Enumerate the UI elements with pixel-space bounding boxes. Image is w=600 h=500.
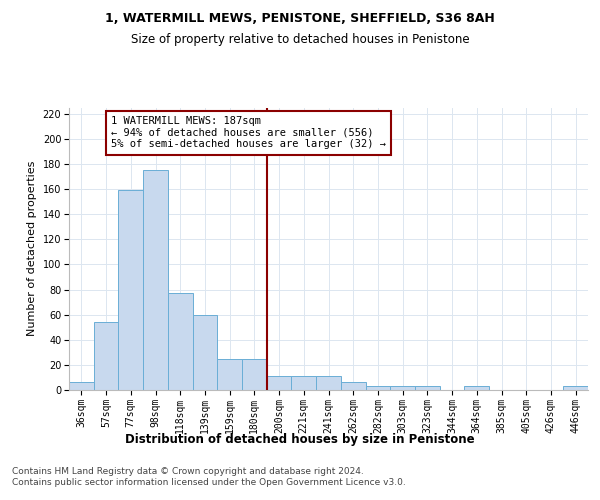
Bar [193,314,217,390]
Bar [69,382,94,390]
Bar [341,382,365,390]
Bar [365,386,390,390]
Bar [415,386,440,390]
Bar [316,376,341,390]
Bar [143,170,168,390]
Text: Distribution of detached houses by size in Penistone: Distribution of detached houses by size … [125,432,475,446]
Bar [390,386,415,390]
Y-axis label: Number of detached properties: Number of detached properties [27,161,37,336]
Bar [118,190,143,390]
Text: 1 WATERMILL MEWS: 187sqm
← 94% of detached houses are smaller (556)
5% of semi-d: 1 WATERMILL MEWS: 187sqm ← 94% of detach… [111,116,386,150]
Text: Size of property relative to detached houses in Penistone: Size of property relative to detached ho… [131,32,469,46]
Bar [292,376,316,390]
Bar [94,322,118,390]
Bar [168,294,193,390]
Bar [563,386,588,390]
Text: Contains HM Land Registry data © Crown copyright and database right 2024.
Contai: Contains HM Land Registry data © Crown c… [12,468,406,487]
Text: 1, WATERMILL MEWS, PENISTONE, SHEFFIELD, S36 8AH: 1, WATERMILL MEWS, PENISTONE, SHEFFIELD,… [105,12,495,26]
Bar [217,358,242,390]
Bar [464,386,489,390]
Bar [242,358,267,390]
Bar [267,376,292,390]
